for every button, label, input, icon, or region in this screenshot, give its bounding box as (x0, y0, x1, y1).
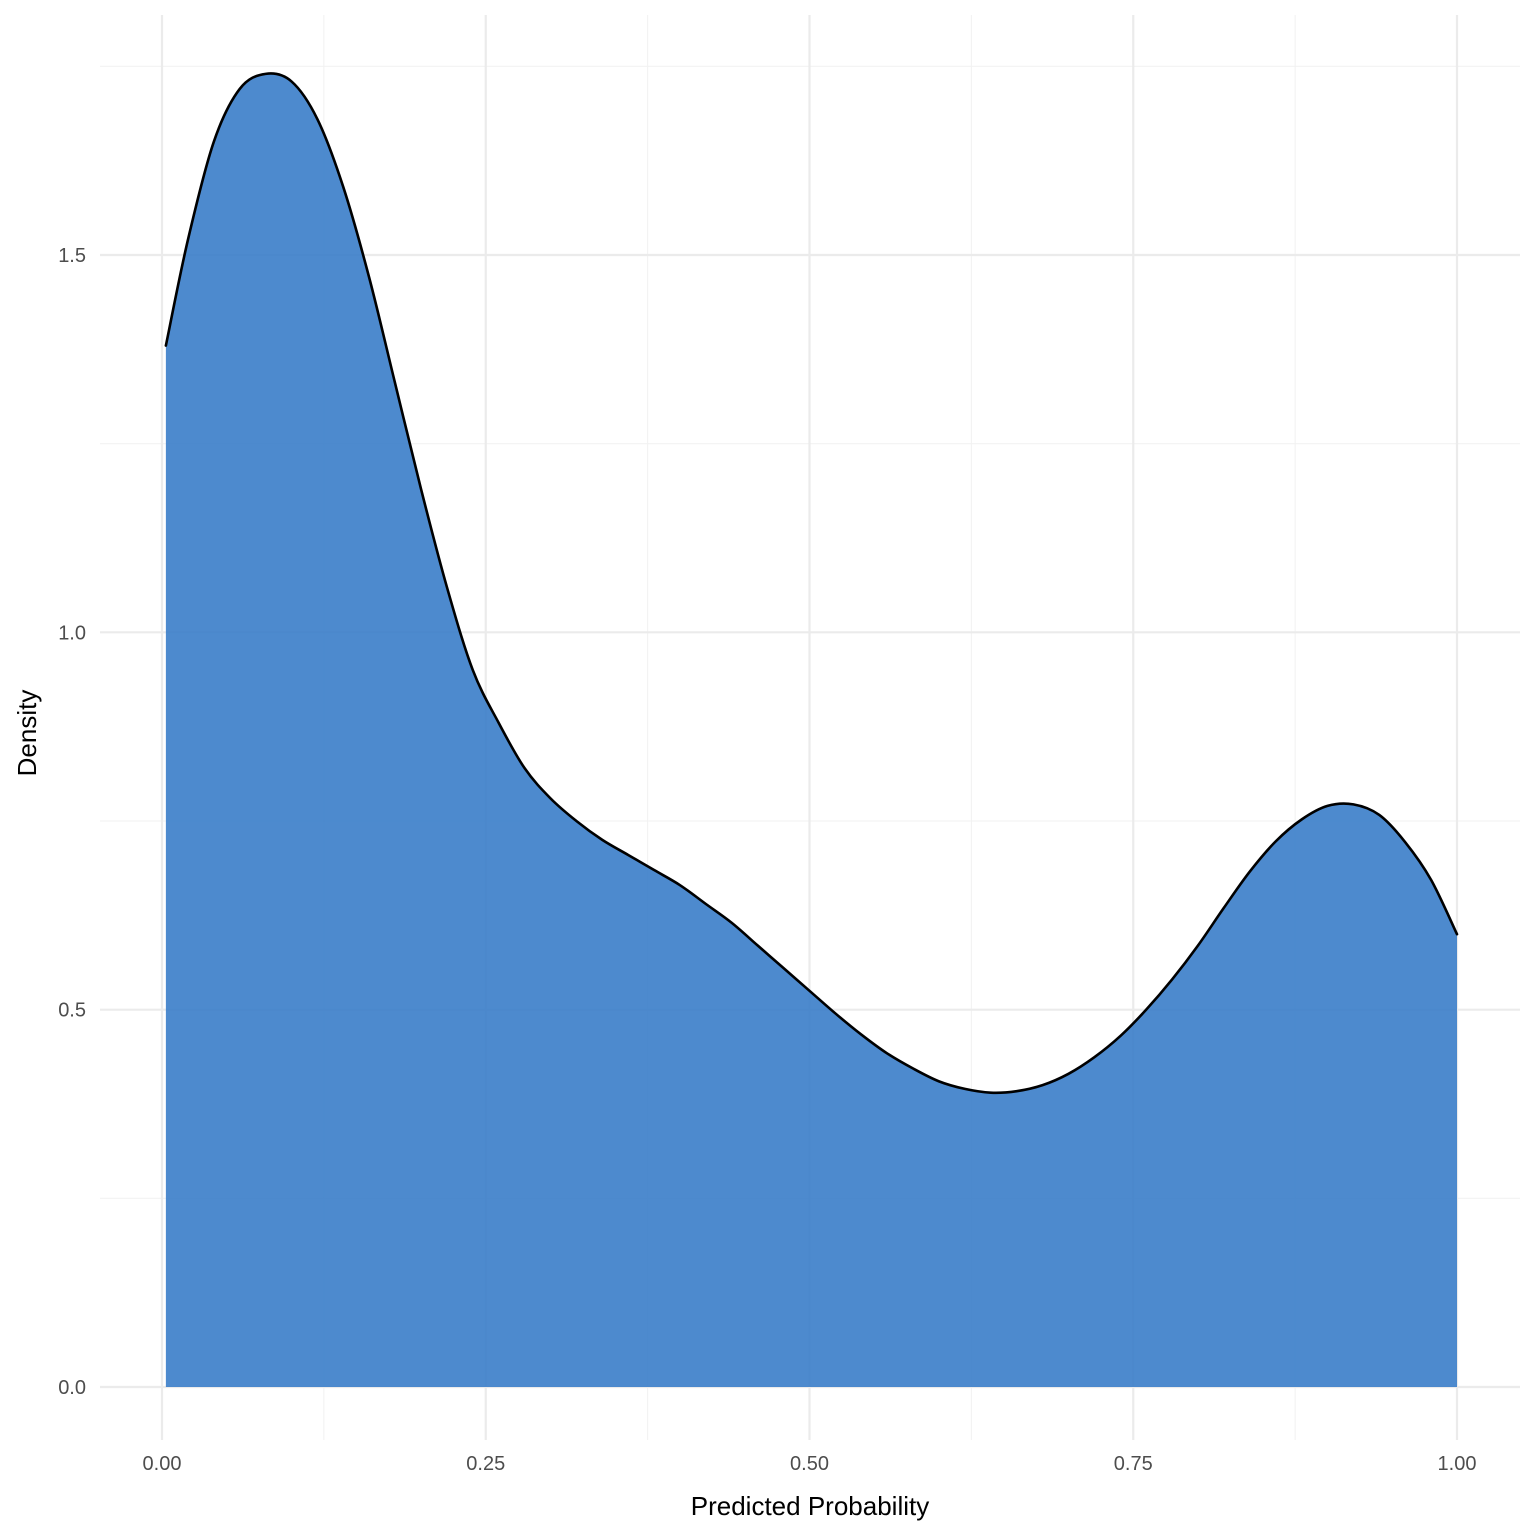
x-axis-title: Predicted Probability (691, 1491, 929, 1521)
density-area (165, 73, 1457, 1387)
y-tick-label: 0.0 (58, 1377, 86, 1399)
density-curve (164, 72, 1459, 1095)
y-tick-label: 1.5 (58, 245, 86, 267)
x-tick-label: 0.50 (790, 1453, 829, 1475)
x-tick-label: 0.75 (1114, 1453, 1153, 1475)
x-axis-ticks: 0.00 0.25 0.50 0.75 1.00 (143, 1453, 1477, 1475)
y-axis-title: Density (12, 690, 42, 777)
y-axis-ticks: 0.0 0.5 1.0 1.5 (58, 245, 86, 1399)
x-tick-label: 0.25 (466, 1453, 505, 1475)
y-tick-label: 1.0 (58, 622, 86, 644)
x-tick-label: 0.00 (143, 1453, 182, 1475)
x-tick-label: 1.00 (1438, 1453, 1477, 1475)
y-tick-label: 0.5 (58, 1000, 86, 1022)
density-series (164, 72, 1459, 1387)
